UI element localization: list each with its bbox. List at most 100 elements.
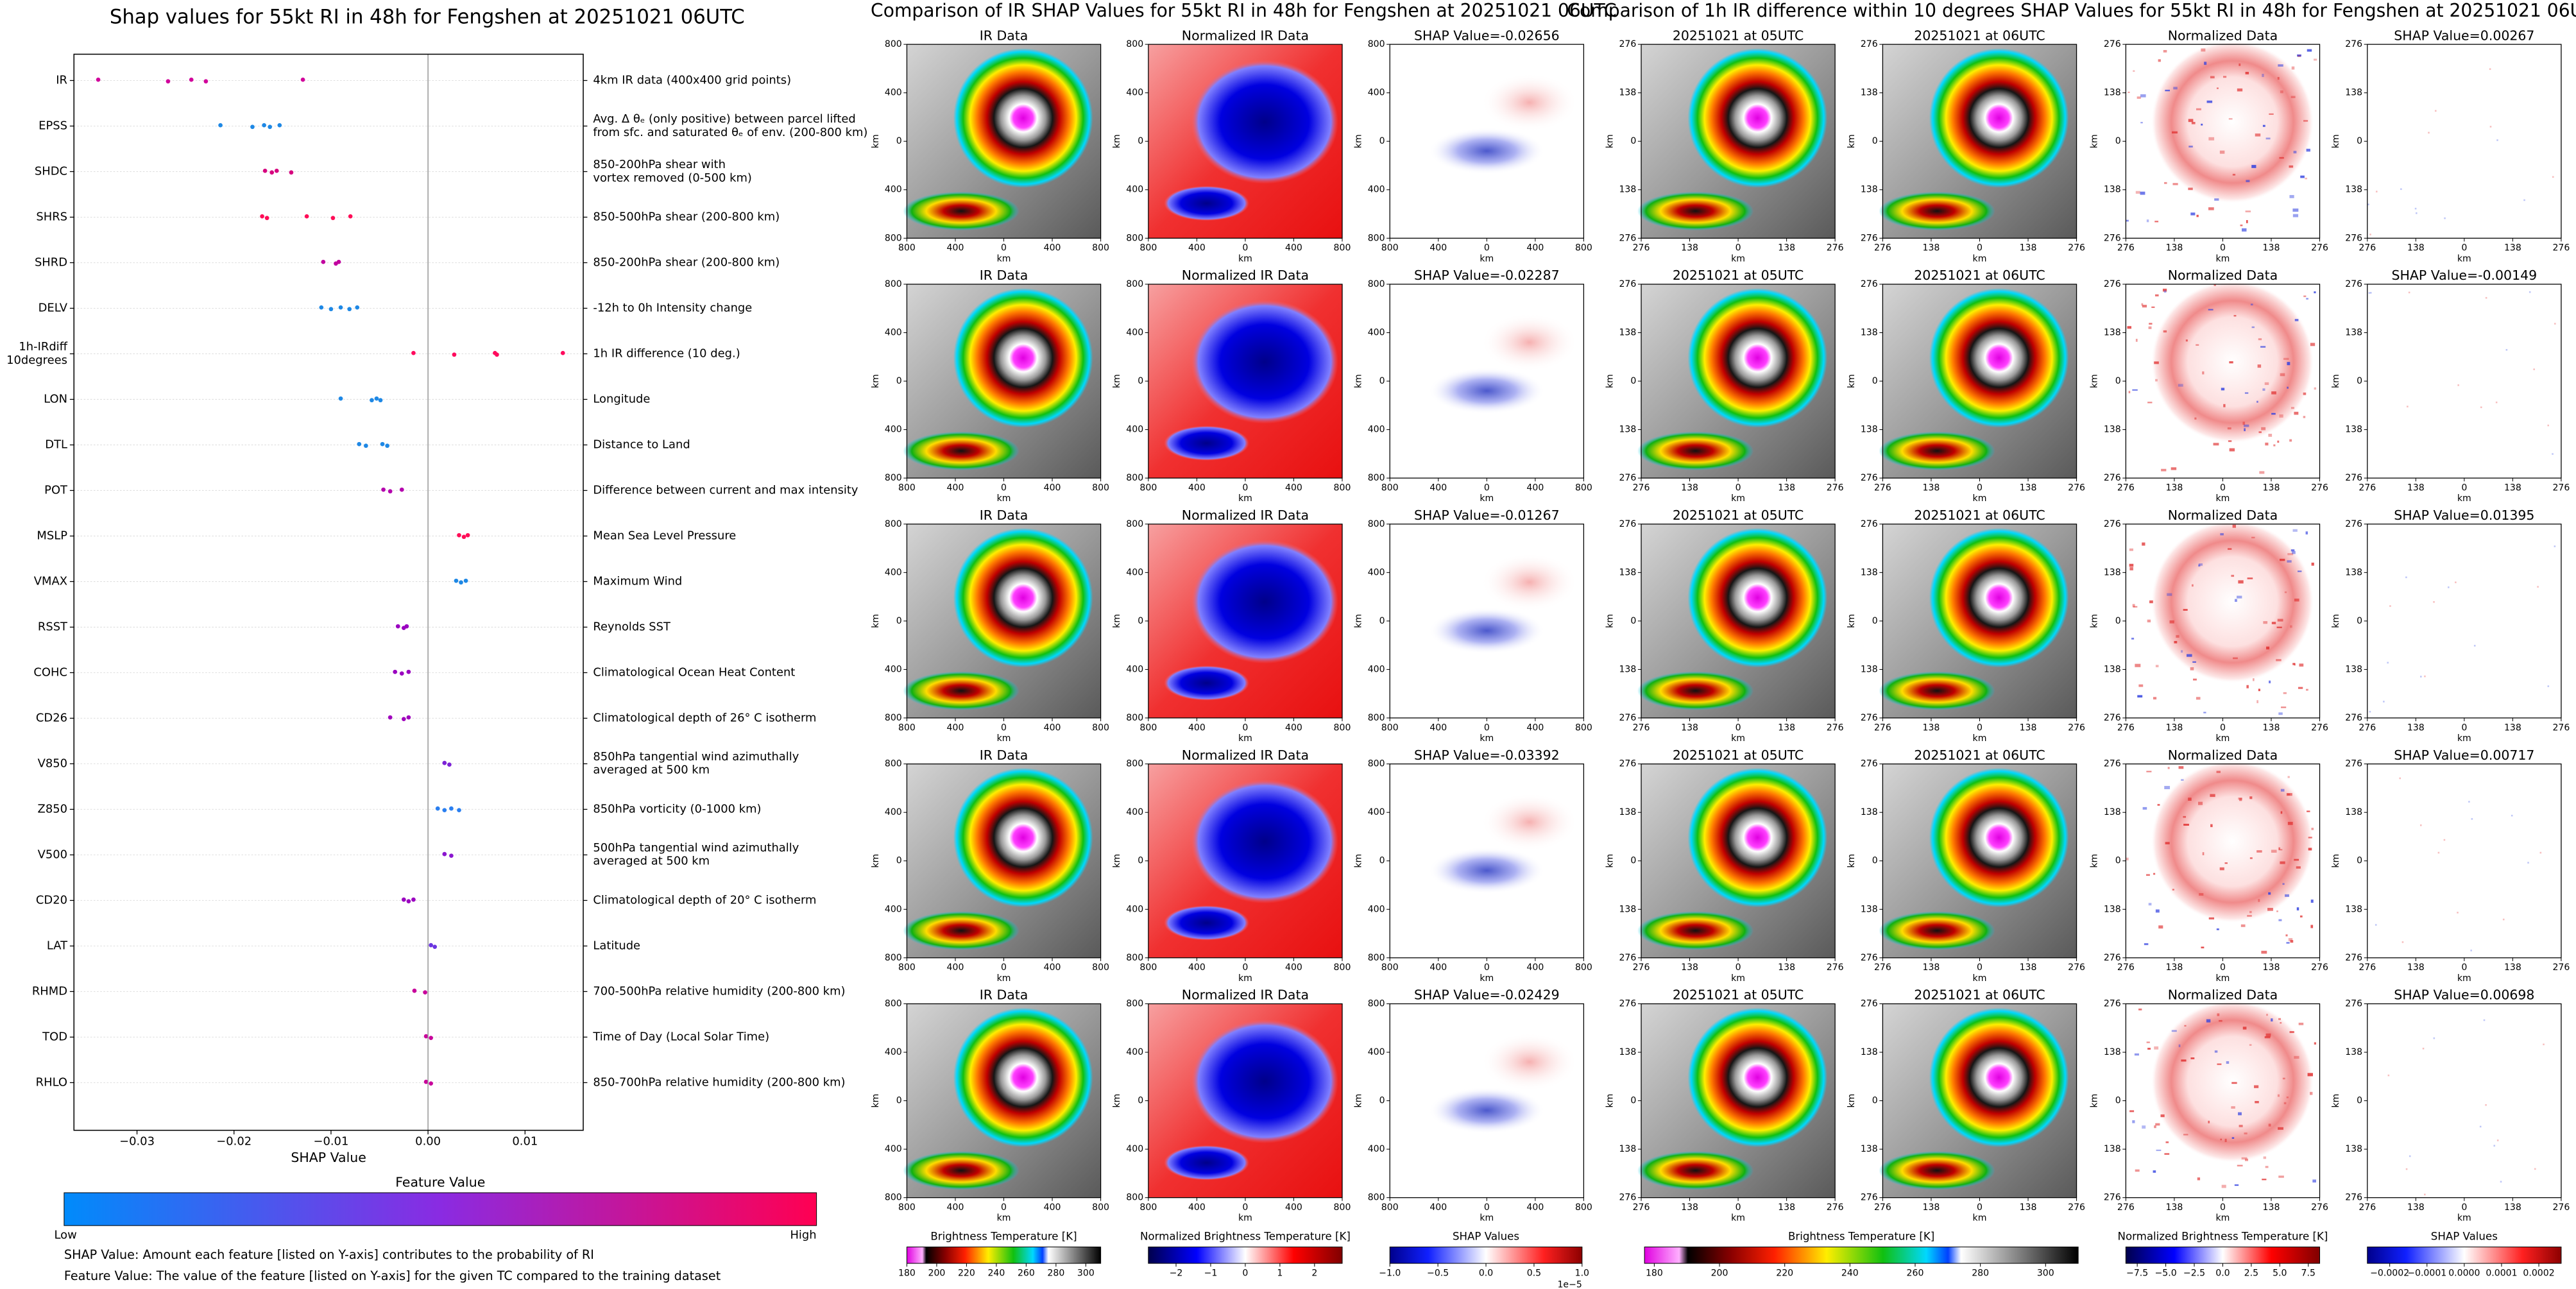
shap-point xyxy=(300,77,305,82)
feature-label: RHLO xyxy=(36,1075,67,1089)
normalized-diff-speck xyxy=(2264,382,2269,386)
normalized-diff-speck xyxy=(2171,467,2177,470)
normalized-diff-speck xyxy=(2219,867,2224,871)
x-tick-label: 0 xyxy=(1484,482,1490,493)
feature-description: 1h IR difference (10 deg.) xyxy=(593,346,740,360)
y-tick-label: 138 xyxy=(1861,425,1878,435)
shap-image xyxy=(1428,1087,1545,1134)
y-tick-label: 400 xyxy=(1126,664,1143,674)
normalized-diff-speck xyxy=(2314,387,2317,390)
x-tick-label: 0 xyxy=(2220,962,2226,973)
feature-label: VMAX xyxy=(34,574,67,588)
y-axis-label: km xyxy=(1354,854,1364,868)
shap-image xyxy=(1481,792,1578,851)
y-tick-label: 138 xyxy=(2104,904,2121,914)
shap-point xyxy=(411,897,416,902)
y-tick-label: 276 xyxy=(1861,713,1878,723)
normalized-diff-speck xyxy=(2251,165,2256,168)
normalized-diff-speck xyxy=(2196,214,2199,218)
x-tick-label: 800 xyxy=(1139,243,1157,253)
panel-title: SHAP Value=-0.02429 xyxy=(1414,987,1560,1003)
feature-description: Mean Sea Level Pressure xyxy=(593,529,736,542)
panel-title: IR Data xyxy=(980,747,1028,763)
shap-diff-speck xyxy=(2443,839,2446,841)
normalized-diff-speck xyxy=(2133,70,2135,72)
y-tick-label: 138 xyxy=(2345,904,2362,914)
normalized-diff-speck xyxy=(2165,1141,2169,1143)
y-tick-label: 138 xyxy=(2345,88,2362,98)
plot-frame xyxy=(73,53,584,1131)
shap-diff-speck xyxy=(2424,1193,2426,1196)
x-tick-label: 800 xyxy=(1092,243,1109,253)
normalized-diff-speck xyxy=(2196,344,2199,346)
normalized-diff-speck xyxy=(2249,910,2252,914)
shap-point xyxy=(442,808,447,813)
normalized-diff-speck xyxy=(2263,621,2268,624)
x-tick-label: 800 xyxy=(1575,962,1592,973)
y-tick-label: 800 xyxy=(1368,759,1385,769)
normalized-diff-speck xyxy=(2142,807,2147,810)
shap-diff-speck xyxy=(2448,586,2450,588)
normalized-diff-speck xyxy=(2129,567,2133,570)
x-tick-label: 400 xyxy=(1526,722,1544,733)
y-axis-label: km xyxy=(1112,1094,1122,1108)
normalized-diff-speck xyxy=(2269,680,2271,683)
x-tick-label: 276 xyxy=(2311,722,2328,733)
shap-point xyxy=(269,170,275,175)
normalized-diff-speck xyxy=(2201,946,2205,949)
shap-point xyxy=(347,307,352,312)
colorbar xyxy=(2367,1246,2562,1264)
ir-image xyxy=(1929,527,2069,668)
y-tick-label: 0 xyxy=(1379,856,1385,866)
x-axis-label: km xyxy=(1973,973,1987,984)
colorbar-label: Brightness Temperature [K] xyxy=(1788,1231,1934,1243)
colorbar-tick-label: 1 xyxy=(1277,1268,1283,1278)
normalized-diff-speck xyxy=(2201,123,2203,126)
y-tick-label: 138 xyxy=(2104,567,2121,577)
shap-point xyxy=(423,990,427,995)
shap-diff-speck xyxy=(2547,424,2550,427)
panel-title: 20251021 at 06UTC xyxy=(1914,28,2045,43)
normalized-diff-speck xyxy=(2208,309,2213,311)
normalized-diff-speck xyxy=(2164,182,2167,184)
normalized-diff-speck xyxy=(2253,678,2255,681)
y-tick-label: 276 xyxy=(2104,998,2121,1009)
feature-label: SHRS xyxy=(36,210,67,223)
y-tick-label: 276 xyxy=(1861,279,1878,289)
normalized-diff-speck xyxy=(2206,100,2213,103)
normalized-diff-speck xyxy=(2135,339,2138,342)
x-tick-label: 800 xyxy=(1334,482,1351,493)
x-axis-label: km xyxy=(1238,253,1252,264)
x-axis-label: km xyxy=(997,733,1011,744)
x-tick-label: 0 xyxy=(2461,482,2467,493)
normalized-diff-speck xyxy=(2237,88,2243,92)
x-tick-label: 276 xyxy=(2311,243,2328,253)
normalized-diff-speck xyxy=(2290,625,2292,628)
y-tick-label: 138 xyxy=(1861,1047,1878,1057)
shap-point xyxy=(378,398,383,403)
normalized-diff-speck xyxy=(2261,950,2267,954)
normalized-diff-speck xyxy=(2289,165,2294,168)
y-tick-label: 400 xyxy=(1126,185,1143,195)
x-tick-label: 0 xyxy=(1242,243,1248,253)
x-tick-label: 400 xyxy=(947,1202,964,1213)
x-tick-label: 0 xyxy=(1736,1202,1741,1213)
normalized-diff-speck xyxy=(2311,828,2314,830)
normalized-diff-speck xyxy=(2266,646,2270,650)
normalized-diff-speck xyxy=(2172,131,2178,134)
normalized-diff-speck xyxy=(2244,1132,2248,1135)
shap-point xyxy=(328,307,334,312)
x-tick-label: 138 xyxy=(2263,962,2280,973)
y-tick-label: 0 xyxy=(1379,1096,1385,1106)
y-tick-label: 400 xyxy=(1368,807,1385,817)
x-tick-label: 400 xyxy=(1044,243,1061,253)
y-tick-label: 276 xyxy=(1619,279,1636,289)
x-tick-label: 400 xyxy=(1188,962,1206,973)
y-tick-label: 400 xyxy=(1126,328,1143,338)
y-tick-label: 276 xyxy=(1619,233,1636,243)
normalized-diff-speck xyxy=(2293,151,2297,154)
x-axis-label: km xyxy=(1731,1213,1745,1224)
x-tick-label: 0 xyxy=(2220,722,2226,733)
shap-point xyxy=(429,1081,433,1086)
normalized-diff-speck xyxy=(2196,108,2201,110)
